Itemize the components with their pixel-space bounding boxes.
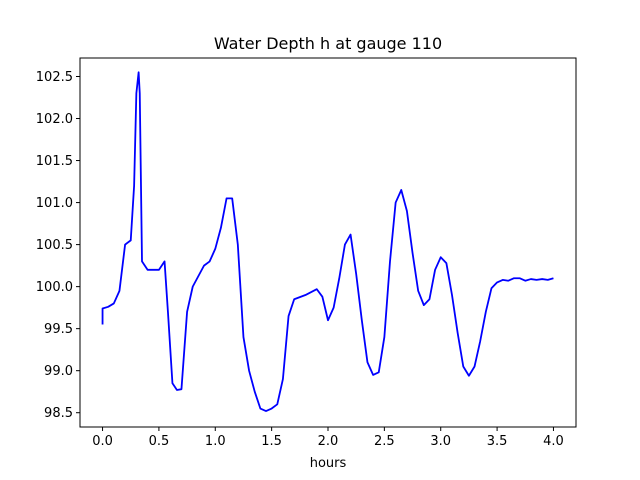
x-axis: 0.0 0.5 1.0 1.5 2.0 2.5 3.0 3.5 4.0 — [92, 427, 564, 449]
y-tick-label: 101.5 — [36, 154, 73, 169]
series-layer — [101, 71, 554, 412]
x-tick-label: 1.5 — [261, 434, 282, 449]
y-tick-label: 99.5 — [44, 322, 73, 337]
plot-area — [80, 58, 576, 427]
y-tick-label: 100.0 — [36, 280, 73, 295]
x-axis-label: hours — [310, 456, 347, 471]
y-tick-label: 100.5 — [36, 238, 73, 253]
x-tick-label: 0.0 — [92, 434, 113, 449]
chart-title: Water Depth h at gauge 110 — [214, 34, 442, 53]
y-tick-label: 102.5 — [36, 70, 73, 85]
x-tick-label: 3.5 — [487, 434, 508, 449]
y-tick-label: 98.5 — [44, 406, 73, 421]
plot-frame — [79, 57, 577, 428]
x-tick-label: 1.0 — [205, 434, 226, 449]
x-tick-label: 3.0 — [430, 434, 451, 449]
y-tick-label: 99.0 — [44, 364, 73, 379]
x-tick-label: 2.5 — [374, 434, 395, 449]
series-line — [101, 71, 554, 412]
x-tick-label: 0.5 — [149, 434, 170, 449]
x-tick-label: 4.0 — [543, 434, 564, 449]
x-tick-label: 2.0 — [318, 434, 339, 449]
y-tick-label: 102.0 — [36, 112, 73, 127]
y-tick-label: 101.0 — [36, 196, 73, 211]
y-axis: 98.5 99.0 99.5 100.0 100.5 101.0 101.5 102.0 102… — [36, 70, 80, 421]
